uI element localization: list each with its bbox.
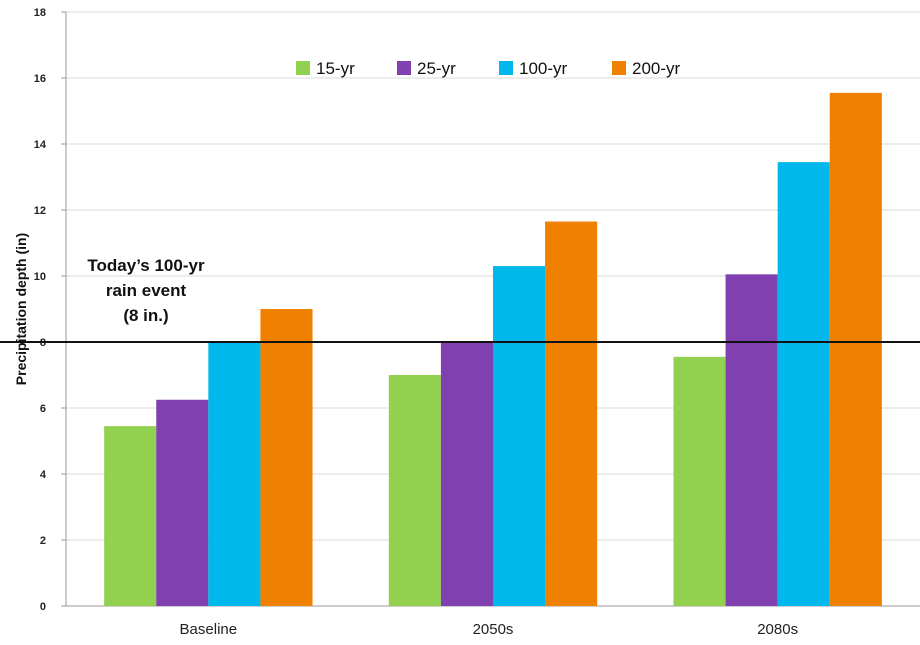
legend-label: 15-yr (316, 59, 355, 78)
reference-line-group: Today’s 100-yr rain event (8 in.) (0, 256, 920, 343)
category-label: 2080s (757, 621, 798, 638)
y-axis-title: Precipitation depth (in) (13, 233, 29, 385)
category-labels: Baseline 2050s 2080s (180, 621, 799, 638)
y-tick-labels: 024681012141618 (34, 7, 47, 613)
y-tick-label: 4 (40, 469, 47, 481)
y-tick-label: 14 (34, 139, 47, 151)
bar-25-yr-2080s (725, 274, 778, 606)
bar-200-yr-2050s (545, 221, 598, 607)
bar-200-yr-2080s (829, 92, 882, 607)
legend-swatch (296, 61, 310, 75)
bar-100-yr-2050s (493, 266, 546, 606)
bar-200-yr-Baseline (260, 309, 313, 606)
legend-label: 200-yr (632, 59, 681, 78)
bar-25-yr-Baseline (156, 399, 209, 606)
y-tick-label: 2 (40, 535, 46, 547)
bar-100-yr-Baseline (208, 342, 261, 606)
bar-100-yr-2080s (777, 162, 830, 606)
reference-line-label: rain event (106, 281, 187, 300)
bar-15-yr-Baseline (104, 426, 157, 606)
reference-line-label: Today’s 100-yr (87, 256, 205, 275)
bars (104, 92, 882, 607)
bar-15-yr-2080s (673, 356, 726, 606)
legend: 15-yr 25-yr 100-yr 200-yr (296, 59, 681, 78)
legend-label: 100-yr (519, 59, 568, 78)
y-tick-label: 18 (34, 7, 46, 19)
category-label: Baseline (180, 621, 238, 638)
y-tick-label: 12 (34, 205, 46, 217)
reference-line-label: (8 in.) (123, 306, 168, 325)
category-label: 2050s (473, 621, 514, 638)
legend-label: 25-yr (417, 59, 456, 78)
legend-swatch (397, 61, 411, 75)
legend-swatch (612, 61, 626, 75)
bar-25-yr-2050s (440, 342, 493, 606)
y-tick-label: 16 (34, 73, 46, 85)
y-tick-label: 0 (40, 601, 46, 613)
y-tick-label: 6 (40, 403, 46, 415)
legend-swatch (499, 61, 513, 75)
y-tick-label: 10 (34, 271, 46, 283)
bar-15-yr-2050s (388, 375, 441, 606)
